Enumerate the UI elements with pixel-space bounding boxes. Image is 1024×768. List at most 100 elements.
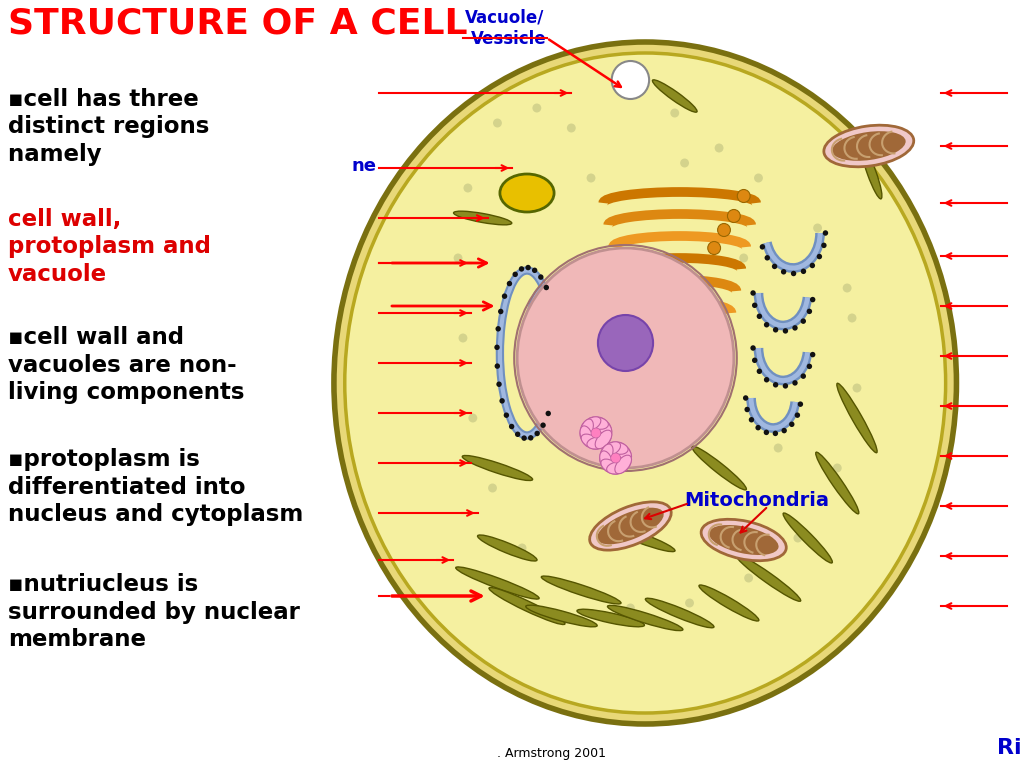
Ellipse shape bbox=[606, 442, 628, 455]
Ellipse shape bbox=[462, 455, 532, 481]
Ellipse shape bbox=[454, 253, 463, 263]
Ellipse shape bbox=[781, 269, 786, 274]
Ellipse shape bbox=[493, 118, 502, 127]
Ellipse shape bbox=[456, 567, 539, 599]
Text: Ri: Ri bbox=[996, 738, 1022, 758]
Ellipse shape bbox=[757, 313, 762, 319]
Ellipse shape bbox=[743, 396, 749, 401]
Ellipse shape bbox=[655, 514, 665, 522]
Ellipse shape bbox=[334, 42, 956, 724]
Ellipse shape bbox=[810, 297, 815, 303]
Ellipse shape bbox=[521, 435, 526, 441]
Ellipse shape bbox=[833, 464, 842, 472]
Ellipse shape bbox=[535, 431, 540, 436]
Text: cell wall,
protoplasm and
vacuole: cell wall, protoplasm and vacuole bbox=[8, 208, 211, 286]
Ellipse shape bbox=[605, 525, 675, 551]
Ellipse shape bbox=[807, 363, 812, 369]
Ellipse shape bbox=[345, 53, 945, 713]
Ellipse shape bbox=[764, 377, 769, 382]
Ellipse shape bbox=[597, 508, 664, 545]
Ellipse shape bbox=[773, 431, 778, 436]
Ellipse shape bbox=[752, 303, 758, 308]
Ellipse shape bbox=[790, 422, 795, 427]
Ellipse shape bbox=[489, 588, 565, 624]
Ellipse shape bbox=[861, 147, 882, 199]
Ellipse shape bbox=[715, 144, 724, 153]
Ellipse shape bbox=[495, 345, 500, 350]
Ellipse shape bbox=[507, 281, 512, 286]
Ellipse shape bbox=[611, 61, 649, 99]
Ellipse shape bbox=[497, 382, 502, 387]
Ellipse shape bbox=[774, 443, 782, 452]
Ellipse shape bbox=[773, 327, 778, 333]
Ellipse shape bbox=[515, 432, 520, 437]
Ellipse shape bbox=[595, 430, 611, 449]
Ellipse shape bbox=[488, 484, 497, 492]
Ellipse shape bbox=[793, 325, 798, 331]
Ellipse shape bbox=[727, 210, 740, 223]
Ellipse shape bbox=[600, 422, 611, 444]
Ellipse shape bbox=[544, 285, 549, 290]
Ellipse shape bbox=[580, 419, 593, 440]
Ellipse shape bbox=[500, 174, 554, 212]
Ellipse shape bbox=[525, 265, 530, 270]
Ellipse shape bbox=[810, 263, 815, 268]
Ellipse shape bbox=[801, 319, 806, 324]
Text: ▪cell has three
distinct regions
namely: ▪cell has three distinct regions namely bbox=[8, 88, 209, 166]
Ellipse shape bbox=[595, 417, 611, 435]
Ellipse shape bbox=[541, 422, 546, 428]
Ellipse shape bbox=[699, 585, 759, 621]
Ellipse shape bbox=[782, 328, 788, 333]
Ellipse shape bbox=[502, 293, 507, 299]
Ellipse shape bbox=[772, 263, 777, 269]
Ellipse shape bbox=[843, 283, 852, 293]
Ellipse shape bbox=[512, 272, 518, 277]
Ellipse shape bbox=[760, 244, 765, 250]
Ellipse shape bbox=[547, 413, 556, 422]
Ellipse shape bbox=[794, 534, 803, 542]
Ellipse shape bbox=[590, 502, 671, 550]
Ellipse shape bbox=[816, 452, 859, 514]
Ellipse shape bbox=[754, 174, 763, 183]
Text: Mitochondria: Mitochondria bbox=[685, 491, 829, 509]
Ellipse shape bbox=[587, 417, 608, 429]
Ellipse shape bbox=[582, 434, 601, 449]
Ellipse shape bbox=[464, 184, 472, 193]
Ellipse shape bbox=[831, 131, 905, 161]
Ellipse shape bbox=[751, 346, 756, 351]
Ellipse shape bbox=[824, 125, 913, 167]
Ellipse shape bbox=[610, 453, 621, 463]
Text: Vacuole/: Vacuole/ bbox=[465, 8, 545, 26]
Ellipse shape bbox=[598, 315, 653, 371]
Ellipse shape bbox=[701, 519, 786, 561]
Ellipse shape bbox=[509, 424, 514, 429]
Ellipse shape bbox=[764, 322, 769, 327]
Ellipse shape bbox=[739, 253, 749, 263]
Ellipse shape bbox=[496, 326, 501, 332]
Ellipse shape bbox=[764, 429, 769, 435]
Ellipse shape bbox=[837, 383, 878, 452]
Ellipse shape bbox=[577, 609, 644, 627]
Ellipse shape bbox=[798, 402, 803, 407]
Ellipse shape bbox=[519, 266, 524, 272]
Ellipse shape bbox=[567, 584, 575, 592]
Ellipse shape bbox=[600, 451, 613, 472]
Ellipse shape bbox=[528, 435, 534, 441]
Text: ▪cell wall and
vacuoles are non-
living components: ▪cell wall and vacuoles are non- living … bbox=[8, 326, 245, 404]
Ellipse shape bbox=[781, 428, 786, 433]
Ellipse shape bbox=[504, 412, 509, 418]
Ellipse shape bbox=[801, 269, 806, 274]
Ellipse shape bbox=[542, 576, 621, 604]
Ellipse shape bbox=[685, 598, 694, 607]
Ellipse shape bbox=[459, 333, 467, 343]
Ellipse shape bbox=[645, 598, 714, 627]
Ellipse shape bbox=[587, 174, 595, 183]
Ellipse shape bbox=[692, 446, 746, 490]
Ellipse shape bbox=[601, 442, 621, 457]
Ellipse shape bbox=[567, 124, 575, 133]
Ellipse shape bbox=[853, 383, 861, 392]
Ellipse shape bbox=[791, 271, 797, 276]
Ellipse shape bbox=[810, 352, 815, 357]
Ellipse shape bbox=[580, 426, 593, 447]
Text: ne: ne bbox=[351, 157, 376, 175]
